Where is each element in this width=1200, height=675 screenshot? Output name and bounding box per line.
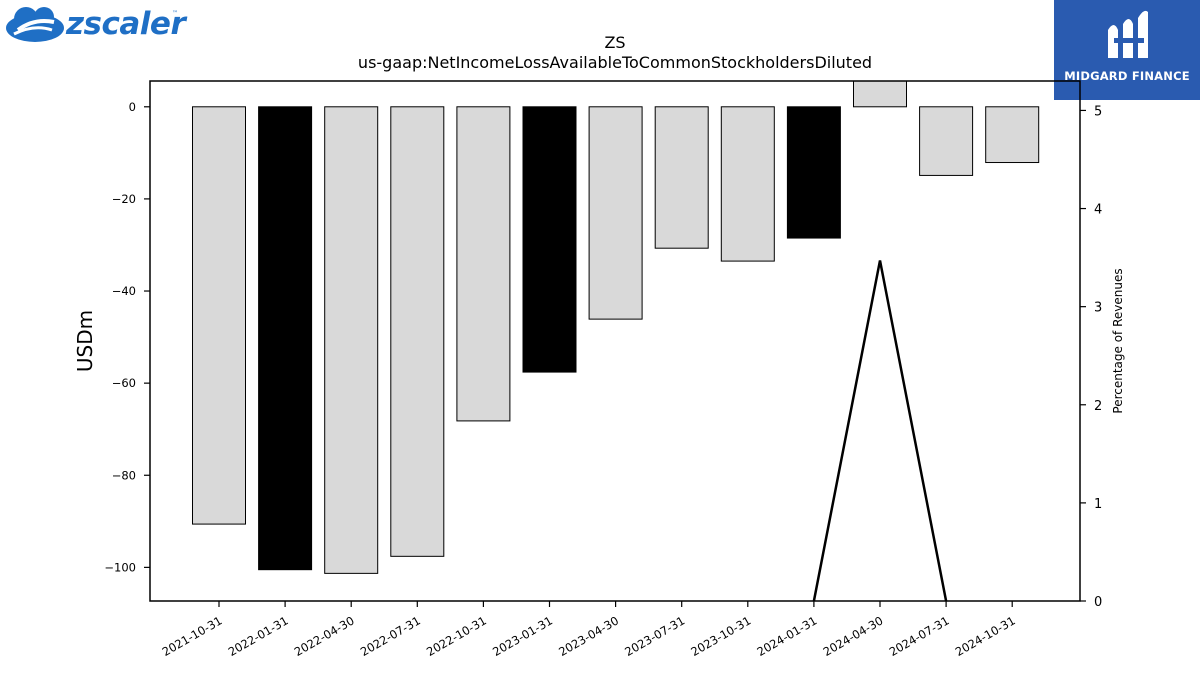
x-tick-label: 2023-04-30 bbox=[556, 613, 621, 659]
y2-tick-label: 1 bbox=[1094, 497, 1102, 512]
bar-2023-04-30 bbox=[588, 106, 643, 320]
zscaler-logo: zscaler ™ bbox=[4, 4, 186, 46]
x-tick-label: 2022-01-31 bbox=[226, 613, 291, 659]
y-tick-label: −100 bbox=[104, 560, 136, 574]
bar-2022-04-30 bbox=[324, 106, 379, 574]
x-tick-label: 2024-07-31 bbox=[887, 613, 952, 659]
bars-layer bbox=[192, 80, 1040, 574]
chart-title: ZS bbox=[604, 33, 626, 52]
trademark-mark: ™ bbox=[172, 10, 178, 17]
zscaler-wordmark: zscaler bbox=[66, 6, 186, 42]
x-tick-label: 2023-07-31 bbox=[622, 613, 687, 659]
y-axis-right: 0 1 2 3 4 5 bbox=[1080, 104, 1102, 610]
x-tick-label: 2021-10-31 bbox=[160, 613, 225, 659]
x-tick-label: 2024-10-31 bbox=[953, 613, 1018, 659]
y-tick-label: 0 bbox=[129, 100, 136, 114]
y-tick-label: −20 bbox=[112, 192, 136, 206]
x-tick-label: 2023-01-31 bbox=[490, 613, 555, 659]
bar-2021-10-31 bbox=[192, 106, 246, 525]
y-axis-left: 0 −20 −40 −60 −80 −100 bbox=[104, 100, 150, 574]
y-tick-label: −80 bbox=[112, 468, 136, 482]
y2-axis-label: Percentage of Revenues bbox=[1111, 268, 1125, 413]
x-axis: 2021-10-31 2022-01-31 2022-04-30 2022-07-31… bbox=[160, 601, 1018, 659]
bar-2022-10-31 bbox=[456, 106, 511, 422]
bar-2022-07-31 bbox=[390, 106, 445, 557]
bar-2023-10-31 bbox=[720, 106, 775, 262]
bar-2022-01-31 bbox=[258, 106, 313, 571]
x-tick-label: 2023-10-31 bbox=[688, 613, 753, 659]
bar-2024-10-31 bbox=[985, 106, 1040, 164]
x-tick-label: 2022-07-31 bbox=[358, 613, 423, 659]
midgard-finance-wordmark: MIDGARD FINANCE bbox=[1064, 69, 1190, 83]
percentage-of-revenues-line bbox=[812, 260, 948, 602]
chart-subtitle: us-gaap:NetIncomeLossAvailableToCommonSt… bbox=[357, 53, 873, 72]
y2-tick-label: 0 bbox=[1094, 595, 1102, 610]
y2-tick-label: 2 bbox=[1094, 399, 1102, 414]
midgard-finance-logo: MIDGARD FINANCE bbox=[1054, 0, 1200, 100]
bar-2023-01-31 bbox=[522, 106, 577, 373]
y2-tick-label: 4 bbox=[1094, 203, 1102, 218]
bar-2024-01-31 bbox=[786, 106, 841, 239]
y-axis-label: USDm bbox=[73, 310, 97, 372]
midgard-m-icon bbox=[1108, 10, 1148, 58]
zscaler-cloud-icon bbox=[6, 7, 64, 42]
bar-2024-04-30 bbox=[853, 80, 907, 108]
x-tick-label: 2024-04-30 bbox=[821, 613, 886, 659]
x-tick-label: 2022-04-30 bbox=[292, 613, 357, 659]
x-tick-label: 2022-10-31 bbox=[424, 613, 489, 659]
y-tick-label: −60 bbox=[112, 376, 136, 390]
line-layer bbox=[812, 260, 948, 602]
y2-tick-label: 5 bbox=[1094, 104, 1102, 119]
bar-2024-07-31 bbox=[919, 106, 974, 176]
bar-2023-07-31 bbox=[654, 106, 709, 249]
y-tick-label: −40 bbox=[112, 284, 136, 298]
y2-tick-label: 3 bbox=[1094, 301, 1102, 316]
x-tick-label: 2024-01-31 bbox=[755, 613, 820, 659]
